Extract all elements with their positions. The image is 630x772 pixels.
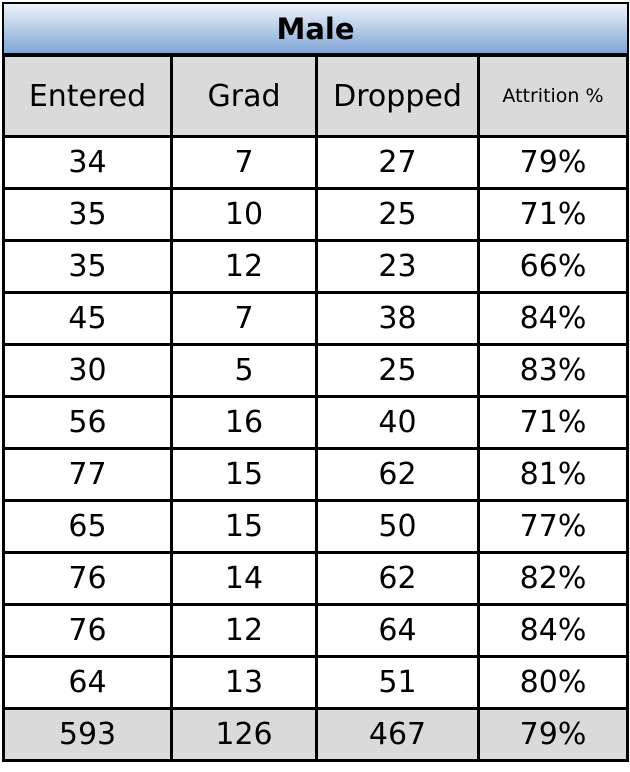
cell-entered: 34 [2,135,173,190]
cell-entered: 45 [2,291,173,346]
cell-grad: 13 [170,655,318,710]
cell-dropped: 27 [315,135,480,190]
cell-dropped: 51 [315,655,480,710]
header-attrition: Attrition % [477,54,629,138]
cell-grad: 5 [170,343,318,398]
cell-attrition: 83% [477,343,629,398]
cell-grad: 7 [170,135,318,190]
table-row: 64 13 51 80% [2,655,629,710]
cell-grad: 12 [170,239,318,294]
total-entered: 593 [2,707,173,762]
table-row: 76 12 64 84% [2,603,629,658]
table-row: 35 10 25 71% [2,187,629,242]
cell-entered: 77 [2,447,173,502]
header-grad: Grad [170,54,318,138]
cell-dropped: 25 [315,187,480,242]
cell-entered: 30 [2,343,173,398]
cell-entered: 65 [2,499,173,554]
cell-attrition: 71% [477,395,629,450]
cell-dropped: 40 [315,395,480,450]
cell-entered: 35 [2,187,173,242]
table-row: 30 5 25 83% [2,343,629,398]
cell-attrition: 79% [477,135,629,190]
cell-attrition: 71% [477,187,629,242]
cell-attrition: 82% [477,551,629,606]
cell-entered: 76 [2,551,173,606]
total-grad: 126 [170,707,318,762]
cell-attrition: 80% [477,655,629,710]
header-dropped: Dropped [315,54,480,138]
table-row: 34 7 27 79% [2,135,629,190]
cell-entered: 56 [2,395,173,450]
cell-dropped: 23 [315,239,480,294]
table-row: 45 7 38 84% [2,291,629,346]
cell-attrition: 84% [477,291,629,346]
table-row: 56 16 40 71% [2,395,629,450]
cell-entered: 64 [2,655,173,710]
table-row: 35 12 23 66% [2,239,629,294]
cell-grad: 14 [170,551,318,606]
cell-dropped: 62 [315,447,480,502]
header-entered: Entered [2,54,173,138]
cell-attrition: 77% [477,499,629,554]
cell-grad: 15 [170,499,318,554]
cell-attrition: 81% [477,447,629,502]
cell-attrition: 66% [477,239,629,294]
table-row: 65 15 50 77% [2,499,629,554]
table-title: Male [2,2,629,55]
cell-entered: 76 [2,603,173,658]
total-dropped: 467 [315,707,480,762]
cell-entered: 35 [2,239,173,294]
cell-grad: 10 [170,187,318,242]
cell-dropped: 38 [315,291,480,346]
cell-attrition: 84% [477,603,629,658]
total-attrition: 79% [477,707,629,762]
cell-grad: 12 [170,603,318,658]
header-row: Entered Grad Dropped Attrition % [2,54,629,138]
cell-grad: 15 [170,447,318,502]
cell-dropped: 64 [315,603,480,658]
cell-dropped: 25 [315,343,480,398]
cell-grad: 7 [170,291,318,346]
cell-dropped: 62 [315,551,480,606]
table-row: 77 15 62 81% [2,447,629,502]
attrition-table: Entered Grad Dropped Attrition % 34 7 27 79… [2,54,629,762]
total-row: 593 126 467 79% [2,707,629,762]
cell-dropped: 50 [315,499,480,554]
cell-grad: 16 [170,395,318,450]
table-row: 76 14 62 82% [2,551,629,606]
